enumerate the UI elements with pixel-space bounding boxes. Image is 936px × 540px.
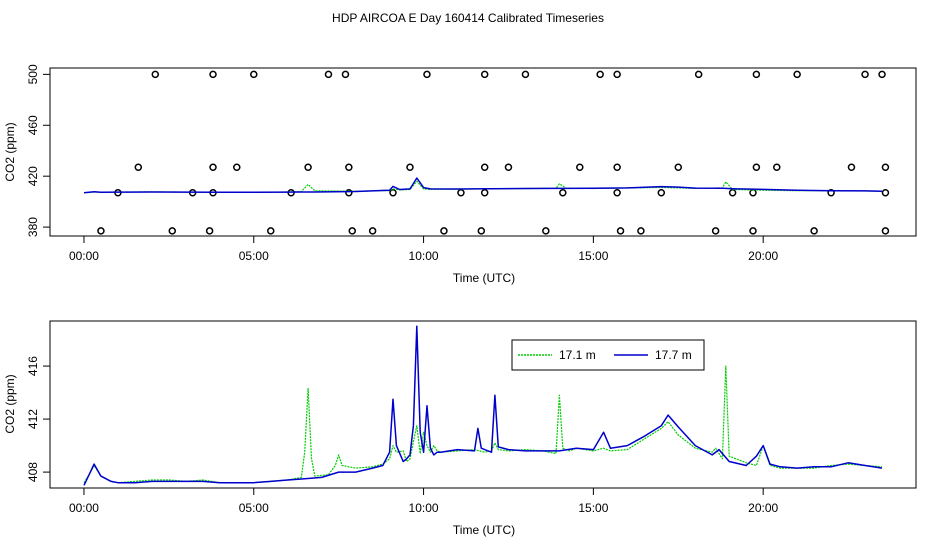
series-line-17-1-m [83,365,883,484]
x-tick-label: 00:00 [69,249,99,263]
calibration-point [480,163,489,172]
series-line-17-7-m [83,325,883,486]
calibration-point [711,227,720,235]
calibration-point [134,163,143,172]
calibration-point [542,227,550,235]
y-tick-label: 500 [26,64,40,84]
calibration-point [827,188,835,197]
calibration-point [657,188,666,197]
calibration-point [480,70,489,79]
bottom-panel: Time (UTC) CO2 (ppm) 00:00 05:00 10:00 15:0… [3,320,917,537]
calibration-point [97,227,105,235]
x-tick-label: 05:00 [239,249,269,263]
calibration-point [480,188,489,197]
calibration-point [345,163,353,172]
calibration-point [810,227,818,235]
calibration-point [168,227,177,235]
calibration-point [616,227,625,235]
x-tick-label: 15:00 [578,249,608,263]
bottom-x-axis-label: Time (UTC) [453,523,515,537]
calibration-point [752,70,761,79]
calibration-point [637,227,645,235]
calibration-point [773,163,781,172]
calibration-point [233,163,241,172]
legend: 17.1 m 17.7 m [511,339,705,371]
calibration-point [209,70,217,79]
calibration-point [368,227,377,235]
x-tick-label: 05:00 [239,501,269,515]
y-tick-label: 420 [26,166,40,186]
y-tick-label: 380 [26,217,40,237]
x-tick-label: 00:00 [69,501,99,515]
calibration-point [881,163,890,172]
calibration-point [613,70,621,79]
calibration-point [749,188,757,197]
calibration-point [477,227,486,235]
calibration-point [440,227,448,235]
calibration-point [504,163,513,172]
calibration-point [209,163,217,172]
calibration-point [348,227,357,235]
calibration-point [728,188,737,197]
calibration-point [406,163,414,172]
legend-label-17-1m: 17.1 m [559,348,596,362]
x-tick-label: 10:00 [409,501,439,515]
calibration-point [576,163,584,172]
calibration-point [613,163,621,172]
calibration-point [266,227,275,235]
calibration-point [151,70,160,79]
calibration-point [881,227,890,235]
y-tick-label: 408 [26,462,40,482]
calibration-point [304,163,312,172]
y-tick-label: 460 [26,115,40,135]
calibration-point [881,188,890,197]
calibration-point [613,188,621,197]
calibration-point [324,70,333,79]
series-line-17-7-m [83,177,883,194]
y-tick-label: 412 [26,409,40,429]
top-panel: Time (UTC) CO2 (ppm) 00:00 05:00 10:00 15:0… [3,64,917,285]
calibration-point [423,70,431,79]
calibration-point [694,70,703,79]
top-x-axis-label: Time (UTC) [453,271,515,285]
legend-label-17-7m: 17.7 m [655,348,692,362]
x-tick-label: 15:00 [578,501,608,515]
calibration-point [674,163,683,172]
calibration-point [250,70,258,79]
calibration-point [457,188,465,197]
calibration-point [878,70,886,79]
top-y-axis-label: CO2 (ppm) [3,122,17,181]
calibration-point [205,227,214,235]
calibration-point [521,70,530,79]
calibration-point [749,227,757,235]
x-tick-label: 20:00 [748,501,778,515]
calibration-point [752,163,761,172]
calibration-point [389,188,397,197]
calibration-point [847,163,856,172]
calibration-point [341,70,350,79]
y-tick-label: 416 [26,356,40,376]
calibration-point [345,188,353,197]
x-tick-label: 20:00 [748,249,778,263]
calibration-point [559,188,567,197]
bottom-plot-frame [49,320,917,489]
calibration-point [596,70,604,79]
calibration-point [861,70,869,79]
chart-title: HDP AIRCOA E Day 160414 Calibrated Times… [332,11,604,25]
x-tick-label: 10:00 [409,249,439,263]
top-plot-frame [49,67,917,237]
calibration-point [793,70,801,79]
bottom-y-axis-label: CO2 (ppm) [3,374,17,433]
